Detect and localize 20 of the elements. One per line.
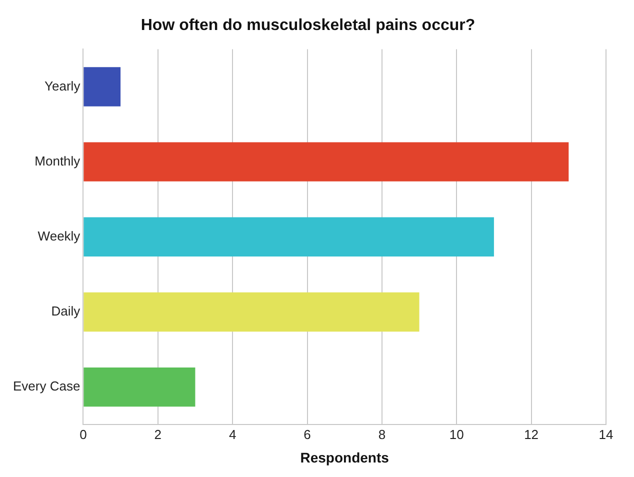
y-tick-label: Yearly <box>44 78 81 94</box>
x-tick-label: 4 <box>228 426 236 442</box>
x-tick-label: 0 <box>80 426 87 442</box>
x-tick-label: 8 <box>378 426 386 442</box>
x-tick-label: 2 <box>154 426 162 442</box>
bar <box>84 217 494 257</box>
y-tick-label: Daily <box>51 304 81 319</box>
y-tick-label: Monthly <box>34 153 81 168</box>
x-tick-label: 12 <box>524 426 539 442</box>
bar <box>84 67 121 106</box>
x-tick-label: 14 <box>598 426 614 442</box>
x-axis-title: Respondents <box>300 449 390 466</box>
bar <box>84 292 420 332</box>
y-tick-label: Weekly <box>38 228 81 244</box>
bar <box>84 367 196 407</box>
x-tick-label: 10 <box>449 426 464 442</box>
bar <box>84 142 569 182</box>
chart-title: How often do musculoskeletal pains occur? <box>140 17 476 34</box>
x-tick-label: 6 <box>304 426 311 442</box>
y-tick-label: Every Case <box>12 378 80 394</box>
